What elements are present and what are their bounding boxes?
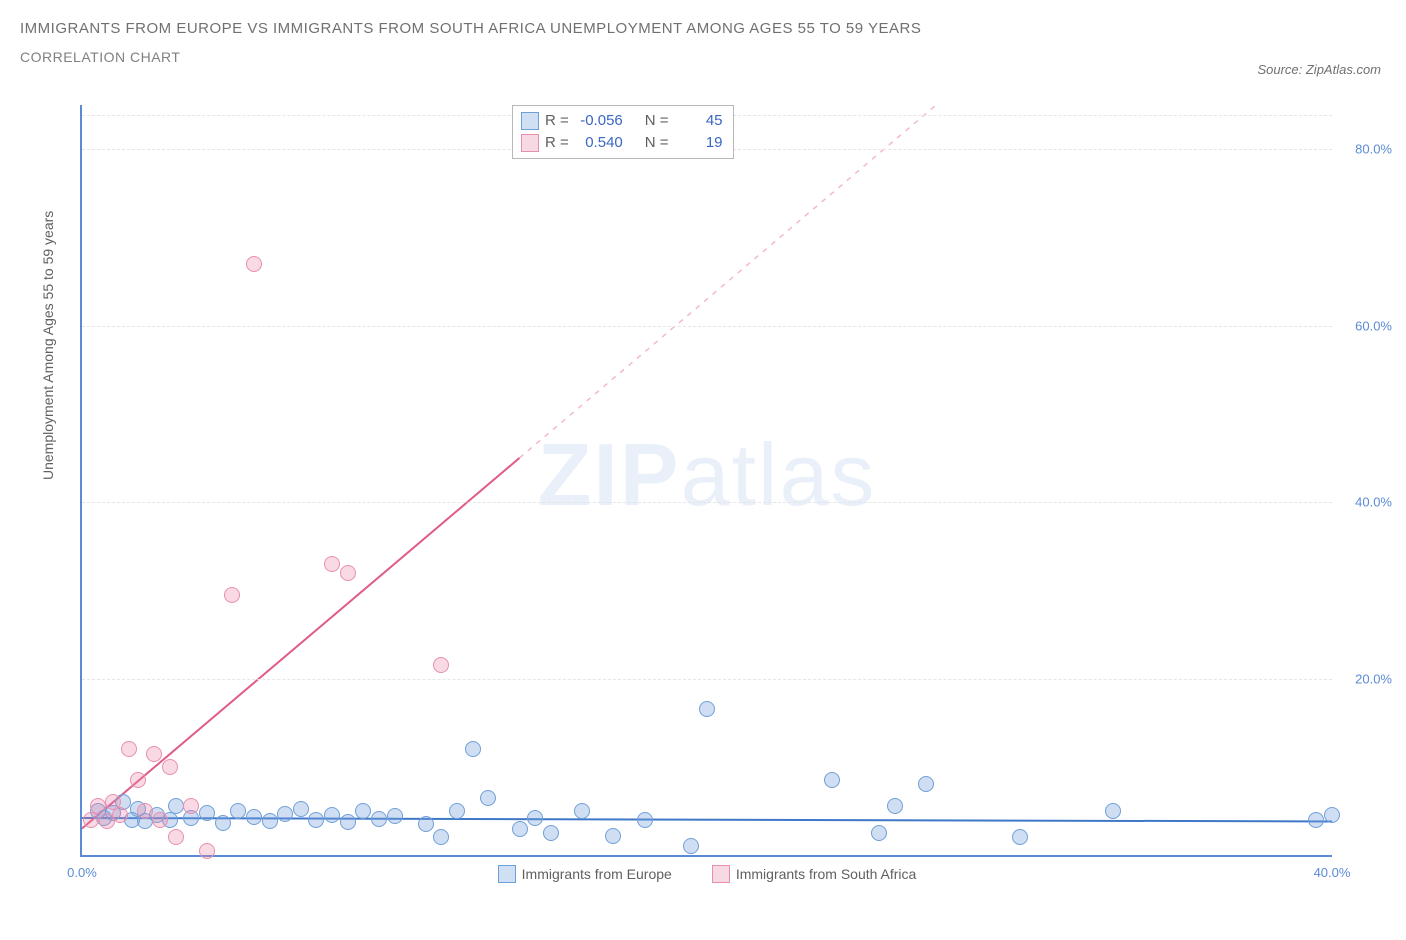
data-point bbox=[324, 807, 340, 823]
data-point bbox=[324, 556, 340, 572]
data-point bbox=[293, 801, 309, 817]
stats-legend-box: R = -0.056 N = 45 R = 0.540 N = 19 bbox=[512, 105, 734, 159]
series-legend: Immigrants from Europe Immigrants from S… bbox=[82, 865, 1332, 883]
data-point bbox=[215, 815, 231, 831]
data-point bbox=[146, 746, 162, 762]
n-value-europe: 45 bbox=[675, 110, 723, 132]
data-point bbox=[527, 810, 543, 826]
data-point bbox=[683, 838, 699, 854]
legend-label-sa: Immigrants from South Africa bbox=[736, 866, 917, 882]
data-point bbox=[230, 803, 246, 819]
data-point bbox=[824, 772, 840, 788]
data-point bbox=[246, 809, 262, 825]
data-point bbox=[871, 825, 887, 841]
data-point bbox=[355, 803, 371, 819]
data-point bbox=[465, 741, 481, 757]
data-point bbox=[1105, 803, 1121, 819]
swatch-europe bbox=[521, 112, 539, 130]
data-point bbox=[130, 772, 146, 788]
watermark-bold: ZIP bbox=[538, 425, 681, 524]
data-point bbox=[168, 798, 184, 814]
data-point bbox=[152, 812, 168, 828]
plot-area: ZIPatlas R = -0.056 N = 45 R = 0.540 N =… bbox=[80, 105, 1332, 857]
y-axis-label: Unemployment Among Ages 55 to 59 years bbox=[40, 211, 56, 480]
watermark-light: atlas bbox=[681, 425, 877, 524]
y-tick-label: 20.0% bbox=[1342, 671, 1392, 686]
n-key: N = bbox=[645, 110, 669, 132]
data-point bbox=[340, 565, 356, 581]
data-point bbox=[199, 805, 215, 821]
y-tick-label: 40.0% bbox=[1342, 495, 1392, 510]
data-point bbox=[918, 776, 934, 792]
data-point bbox=[887, 798, 903, 814]
data-point bbox=[637, 812, 653, 828]
data-point bbox=[277, 806, 293, 822]
data-point bbox=[371, 811, 387, 827]
data-point bbox=[308, 812, 324, 828]
data-point bbox=[262, 813, 278, 829]
gridline bbox=[82, 679, 1332, 680]
data-point bbox=[112, 807, 128, 823]
correlation-chart: IMMIGRANTS FROM EUROPE VS IMMIGRANTS FRO… bbox=[20, 20, 1386, 920]
r-key: R = bbox=[545, 132, 569, 154]
source-label: Source: ZipAtlas.com bbox=[1257, 62, 1381, 77]
gridline bbox=[82, 502, 1332, 503]
r-key: R = bbox=[545, 110, 569, 132]
data-point bbox=[1308, 812, 1324, 828]
trend-lines-layer bbox=[82, 105, 1332, 855]
data-point bbox=[480, 790, 496, 806]
data-point bbox=[183, 798, 199, 814]
data-point bbox=[699, 701, 715, 717]
watermark: ZIPatlas bbox=[538, 424, 877, 526]
stats-row-europe: R = -0.056 N = 45 bbox=[521, 110, 723, 132]
r-value-europe: -0.056 bbox=[575, 110, 623, 132]
swatch-europe-icon bbox=[498, 865, 516, 883]
data-point bbox=[137, 803, 153, 819]
legend-item-europe: Immigrants from Europe bbox=[498, 865, 672, 883]
x-tick-label: 40.0% bbox=[1314, 865, 1351, 880]
data-point bbox=[340, 814, 356, 830]
data-point bbox=[121, 741, 137, 757]
chart-title: IMMIGRANTS FROM EUROPE VS IMMIGRANTS FRO… bbox=[20, 20, 1386, 37]
data-point bbox=[449, 803, 465, 819]
data-point bbox=[1324, 807, 1340, 823]
data-point bbox=[1012, 829, 1028, 845]
y-tick-label: 60.0% bbox=[1342, 318, 1392, 333]
data-point bbox=[574, 803, 590, 819]
x-tick-label: 0.0% bbox=[67, 865, 97, 880]
data-point bbox=[199, 843, 215, 859]
data-point bbox=[605, 828, 621, 844]
y-tick-label: 80.0% bbox=[1342, 142, 1392, 157]
legend-label-europe: Immigrants from Europe bbox=[522, 866, 672, 882]
r-value-sa: 0.540 bbox=[575, 132, 623, 154]
data-point bbox=[387, 808, 403, 824]
swatch-sa bbox=[521, 134, 539, 152]
data-point bbox=[433, 657, 449, 673]
data-point bbox=[246, 256, 262, 272]
data-point bbox=[433, 829, 449, 845]
data-point bbox=[543, 825, 559, 841]
gridline bbox=[82, 326, 1332, 327]
legend-item-sa: Immigrants from South Africa bbox=[712, 865, 917, 883]
data-point bbox=[162, 759, 178, 775]
data-point bbox=[168, 829, 184, 845]
n-value-sa: 19 bbox=[675, 132, 723, 154]
n-key: N = bbox=[645, 132, 669, 154]
data-point bbox=[224, 587, 240, 603]
data-point bbox=[512, 821, 528, 837]
swatch-sa-icon bbox=[712, 865, 730, 883]
data-point bbox=[418, 816, 434, 832]
data-point bbox=[90, 798, 106, 814]
stats-row-sa: R = 0.540 N = 19 bbox=[521, 132, 723, 154]
chart-subtitle: CORRELATION CHART bbox=[20, 49, 1386, 65]
